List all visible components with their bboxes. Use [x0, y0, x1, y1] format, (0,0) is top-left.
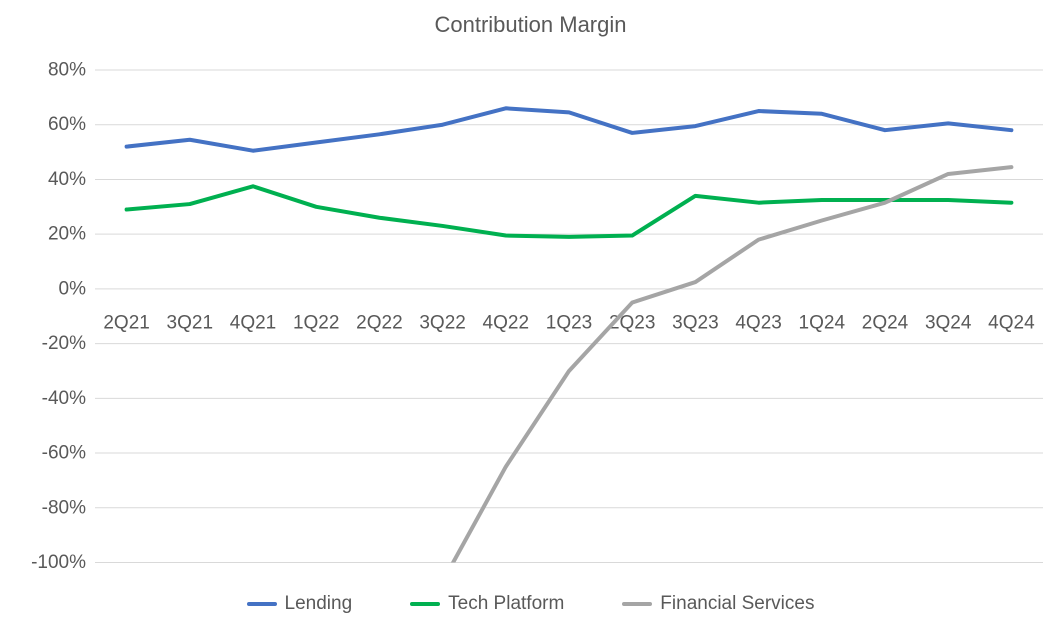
legend-label-financial-services: Financial Services	[660, 593, 815, 614]
y-axis-label: -40%	[42, 388, 86, 409]
legend-label-lending: Lending	[284, 593, 353, 614]
x-axis-label: 3Q21	[167, 313, 213, 334]
y-axis-label: -80%	[42, 497, 86, 518]
y-axis-label: -100%	[31, 552, 86, 573]
series-line-financial-services	[450, 165, 1014, 563]
y-axis-label: 40%	[48, 169, 86, 190]
x-axis-label: 4Q24	[988, 313, 1035, 334]
x-axis-label: 3Q23	[672, 313, 718, 334]
x-axis-label: 3Q24	[925, 313, 972, 334]
legend-swatch-financial-services	[622, 602, 653, 606]
legend-swatch-lending	[246, 602, 277, 606]
y-axis-label: 0%	[59, 278, 87, 299]
x-axis-label: 1Q24	[799, 313, 846, 334]
y-axis-label: 60%	[48, 114, 86, 135]
legend-item-tech-platform: Tech Platform	[410, 593, 564, 615]
legend-item-financial-services: Financial Services	[622, 593, 814, 615]
x-axis-label: 4Q21	[230, 313, 276, 334]
x-axis-label: 2Q22	[356, 313, 402, 334]
x-axis-label: 1Q23	[546, 313, 592, 334]
x-axis-label: 2Q24	[862, 313, 909, 334]
series-line-lending	[124, 106, 1014, 153]
x-axis-label: 1Q22	[293, 313, 339, 334]
y-axis-label: -60%	[42, 443, 86, 464]
y-axis-label: 20%	[48, 224, 86, 245]
legend-swatch-tech-platform	[410, 602, 441, 606]
x-axis-label: 2Q21	[103, 313, 149, 334]
chart-title: Contribution Margin	[434, 12, 627, 37]
x-axis-label: 4Q22	[483, 313, 529, 334]
legend-item-lending: Lending	[246, 593, 353, 615]
chart-legend: Lending Tech Platform Financial Services	[0, 593, 1061, 615]
x-axis-label: 3Q22	[419, 313, 465, 334]
series-line-tech-platform	[124, 184, 1014, 239]
y-axis-label: 80%	[48, 60, 86, 81]
x-axis-label: 4Q23	[735, 313, 781, 334]
y-axis-label: -20%	[42, 333, 86, 354]
legend-label-tech-platform: Tech Platform	[448, 593, 565, 614]
